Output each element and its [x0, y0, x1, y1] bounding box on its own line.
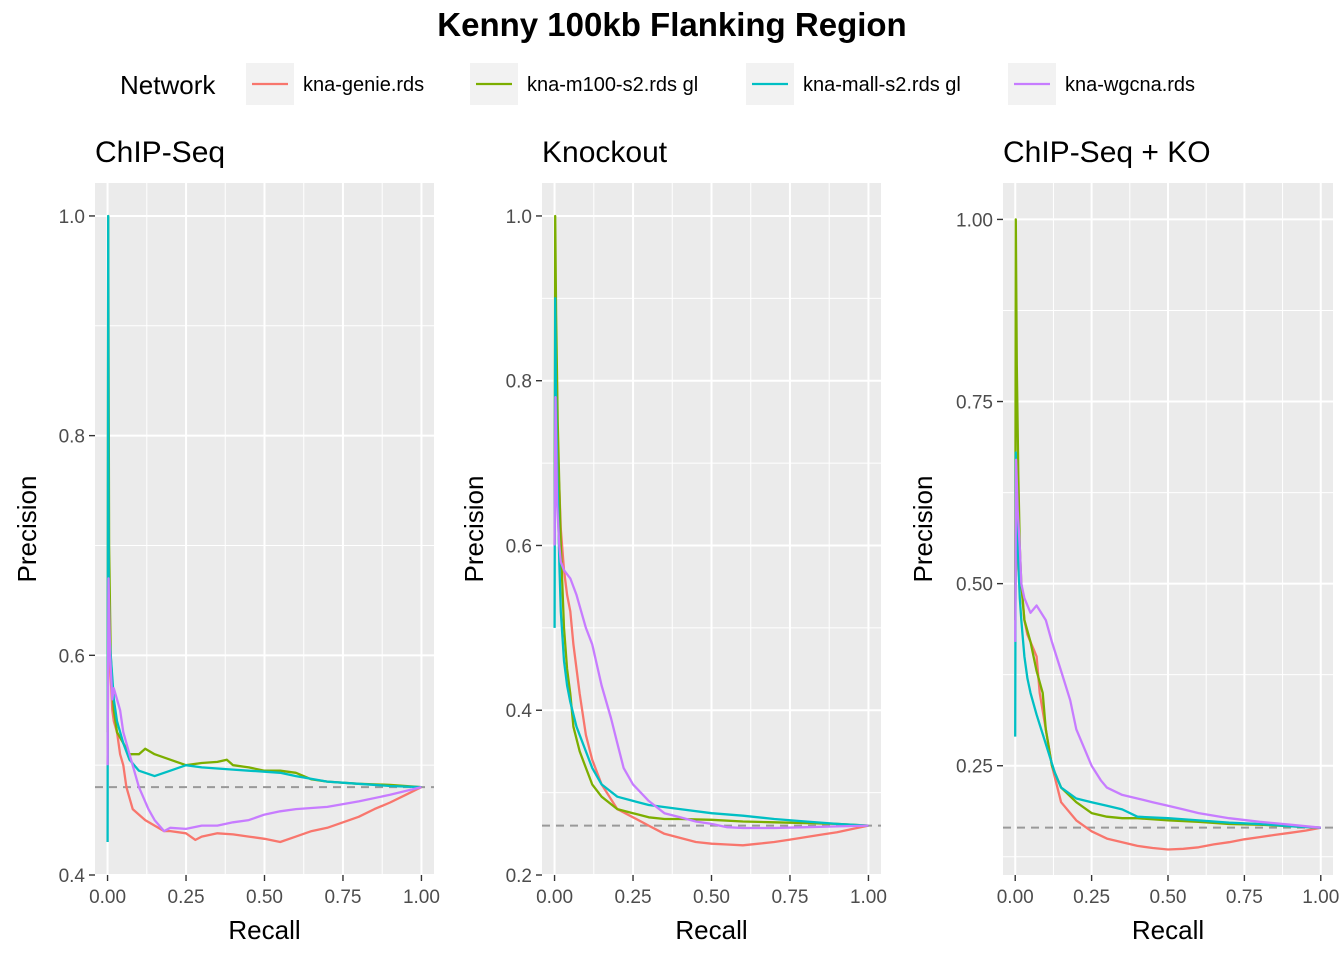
series-line-kna-wgcna-rds [106, 577, 422, 833]
panel-2: Knockout 0.00 0.25 0.50 0.75 1.00 0.2 0.4 0.6 0.8… [459, 136, 887, 945]
panel-title: ChIP-Seq [95, 136, 225, 169]
x-tick-label: 0.75 [771, 887, 808, 908]
y-tick-label: 0.8 [506, 372, 532, 393]
x-tick-label: 1.00 [403, 887, 440, 908]
panel-1: ChIP-Seq 0.00 0.25 0.50 0.75 1.00 0.4 0.6 0.8 1.0… [12, 136, 440, 945]
y-tick-label: 1.0 [506, 207, 532, 228]
legend-label: kna-wgcna.rds [1065, 74, 1195, 96]
y-tick-label: 0.6 [506, 536, 532, 557]
x-tick-label: 0.00 [997, 887, 1034, 908]
y-tick-label: 0.75 [956, 393, 993, 414]
legend-label: kna-m100-s2.rds gl [527, 74, 698, 96]
panel-title: Knockout [542, 136, 668, 169]
x-axis-title: Recall [228, 915, 300, 945]
series-line-kna-wgcna-rds [553, 396, 869, 830]
series-line-kna-mall-s2-rds-gl [1014, 451, 1321, 829]
y-tick-label: 0.4 [59, 866, 86, 887]
x-tick-label: 0.75 [324, 887, 361, 908]
x-tick-label: 0.25 [1073, 887, 1110, 908]
y-axis-title: Precision [12, 476, 42, 583]
x-tick-label: 0.00 [89, 887, 126, 908]
y-tick-label: 1.0 [59, 207, 85, 228]
x-axis-title: Recall [675, 915, 747, 945]
legend: Network kna-genie.rds kna-m100-s2.rds gl k… [120, 63, 1195, 105]
y-tick-label: 0.6 [59, 646, 85, 667]
y-tick-label: 0.25 [956, 757, 993, 778]
x-tick-label: 0.75 [1226, 887, 1263, 908]
x-tick-label: 0.50 [693, 887, 730, 908]
y-tick-label: 1.00 [956, 210, 993, 231]
panel-3: ChIP-Seq + KO 0.00 0.25 0.50 0.75 1.00 0.25 0.5… [908, 136, 1339, 945]
figure-title: Kenny 100kb Flanking Region [437, 6, 906, 43]
y-axis-title: Precision [459, 476, 489, 583]
series-line-kna-wgcna-rds [1014, 458, 1321, 829]
y-tick-label: 0.50 [956, 575, 993, 596]
x-tick-label: 1.00 [1302, 887, 1339, 908]
y-tick-label: 0.8 [59, 427, 85, 448]
legend-label: kna-genie.rds [303, 74, 424, 96]
x-tick-label: 0.50 [1150, 887, 1187, 908]
x-tick-label: 0.50 [246, 887, 283, 908]
x-tick-label: 1.00 [850, 887, 887, 908]
series-line-kna-m100-s2-rds-gl [553, 214, 869, 827]
x-tick-label: 0.00 [536, 887, 573, 908]
y-tick-label: 0.2 [506, 866, 532, 887]
panel-title: ChIP-Seq + KO [1003, 136, 1211, 169]
panels: ChIP-Seq 0.00 0.25 0.50 0.75 1.00 0.4 0.6 0.8 1.0… [12, 136, 1339, 945]
x-tick-label: 0.25 [615, 887, 652, 908]
legend-title: Network [120, 70, 216, 100]
legend-label: kna-mall-s2.rds gl [803, 74, 961, 96]
y-axis-title: Precision [908, 476, 938, 583]
x-axis-title: Recall [1132, 915, 1204, 945]
y-tick-label: 0.4 [506, 701, 533, 722]
x-tick-label: 0.25 [168, 887, 205, 908]
